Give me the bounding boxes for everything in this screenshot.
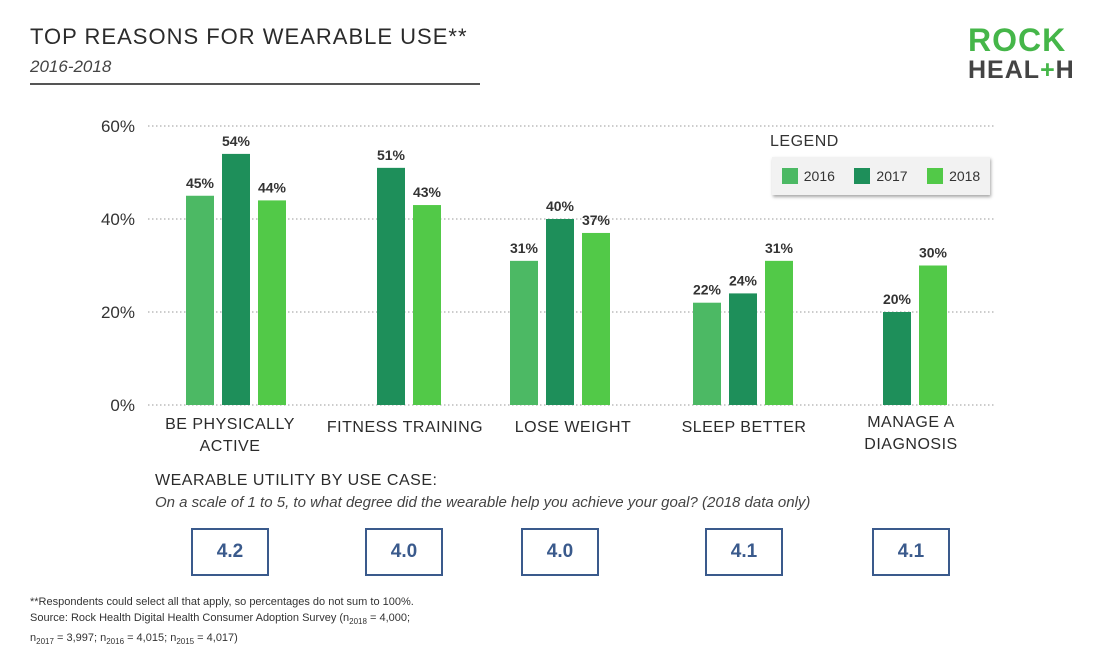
footnote-n: = 4,015; n [124,632,177,645]
category-label-line: BE PHYSICALLY [165,416,295,433]
footnote-source: Source: Rock Health Digital Health Consu… [30,612,350,624]
category-label-line: FITNESS TRAINING [326,419,484,436]
bar-value-label: 51% [377,147,406,163]
category-label-be-physically-active: BE PHYSICALLY ACTIVE [150,414,310,458]
bar-2018 [919,265,947,405]
footnote-line-3: n2017 = 3,997; n2016 = 4,015; n2015 = 4,… [30,632,238,647]
category-label-fitness-training: FITNESS TRAINING [325,417,485,439]
footnote-n: = 4,017) [194,632,238,645]
bar-value-label: 40% [546,198,575,214]
bar-value-label: 37% [582,212,611,228]
category-label-line: MANAGE A [867,414,955,431]
bar-2017 [546,219,574,405]
bar-value-label: 44% [258,179,287,195]
legend: 2016 2017 2018 [772,157,990,195]
legend-item-2017: 2017 [854,168,908,184]
footnote-sub: 2017 [36,637,54,647]
legend-swatch-2018 [927,168,944,184]
footnote-line-1: **Respondents could select all that appl… [30,596,414,608]
logo-plus-icon: + [1040,56,1056,84]
bar-2018 [582,232,610,405]
logo-line-1: ROCK [968,22,1067,58]
legend-swatch-2016 [781,168,798,184]
legend-item-2016: 2016 [781,168,835,184]
bar-2018 [413,205,441,405]
category-label-sleep-better: SLEEP BETTER [664,417,824,439]
logo-text-b: H [1055,56,1075,84]
y-tick-label: 0% [110,396,135,415]
bar-2016 [186,195,214,405]
bar-value-label: 22% [693,282,722,298]
bar-value-label: 54% [222,133,251,149]
rock-health-logo: ROCK HEAL+H [968,24,1075,83]
legend-label-2016: 2016 [803,168,835,184]
footnote-n: = 3,997; n [53,632,107,645]
legend-swatch-2017 [854,168,871,184]
footnote-line-2: Source: Rock Health Digital Health Consu… [30,610,414,630]
bar-value-label: 24% [729,272,758,288]
footnote: **Respondents could select all that appl… [30,594,414,650]
category-label-manage-a-diagnosis: MANAGE A DIAGNOSIS [831,412,991,456]
chart-title: TOP REASONS FOR WEARABLE USE** [30,24,468,49]
chart-subtitle: 2016-2018 [30,57,112,76]
bar-2016 [510,260,538,405]
score-lose-weight: 4.0 [521,528,599,576]
bar-2017 [222,153,250,405]
category-label-line: DIAGNOSIS [864,436,958,453]
legend-label-2018: 2018 [949,168,981,184]
footnote-sub: 2018 [349,617,367,627]
bar-chart: 0% 20% 40% 60% 45% 54% 44% 51% 43% 31% 40% 37% 22% 24… [101,117,995,415]
footnote-n: = 4,000; [366,612,411,624]
bar-value-label: 31% [510,240,539,256]
score-fitness-training: 4.0 [365,528,443,576]
utility-section-title: WEARABLE UTILITY BY USE CASE: [155,472,438,489]
y-tick-label: 40% [101,210,135,229]
bar-2017 [729,293,757,405]
score-sleep-better: 4.1 [705,528,783,576]
title-divider [30,83,480,85]
bar-value-label: 30% [919,245,948,261]
utility-question: On a scale of 1 to 5, to what degree did… [155,494,811,511]
bar-value-label: 20% [883,291,912,307]
logo-text-a: HEAL [968,56,1041,84]
category-label-line: LOSE WEIGHT [514,419,632,436]
bar-2017 [377,167,405,405]
bar-2016 [693,302,721,405]
legend-title: LEGEND [770,133,839,150]
score-be-physically-active: 4.2 [191,528,269,576]
bar-2018 [258,200,286,405]
footnote-sub: 2016 [106,637,125,647]
y-tick-label: 60% [101,117,135,136]
bar-2018 [765,260,793,405]
logo-line-2: HEAL+H [968,58,1075,83]
bar-2017 [883,312,911,405]
y-tick-label: 20% [101,303,135,322]
bar-value-label: 31% [765,240,794,256]
category-label-line: ACTIVE [199,438,261,455]
footnote-sub: 2015 [176,637,195,647]
score-manage-a-diagnosis: 4.1 [872,528,950,576]
legend-item-2018: 2018 [927,168,980,184]
bar-value-label: 45% [186,175,215,191]
category-label-lose-weight: LOSE WEIGHT [493,417,653,439]
legend-label-2017: 2017 [876,168,908,184]
bar-value-label: 43% [413,184,442,200]
category-label-line: SLEEP BETTER [681,419,807,436]
